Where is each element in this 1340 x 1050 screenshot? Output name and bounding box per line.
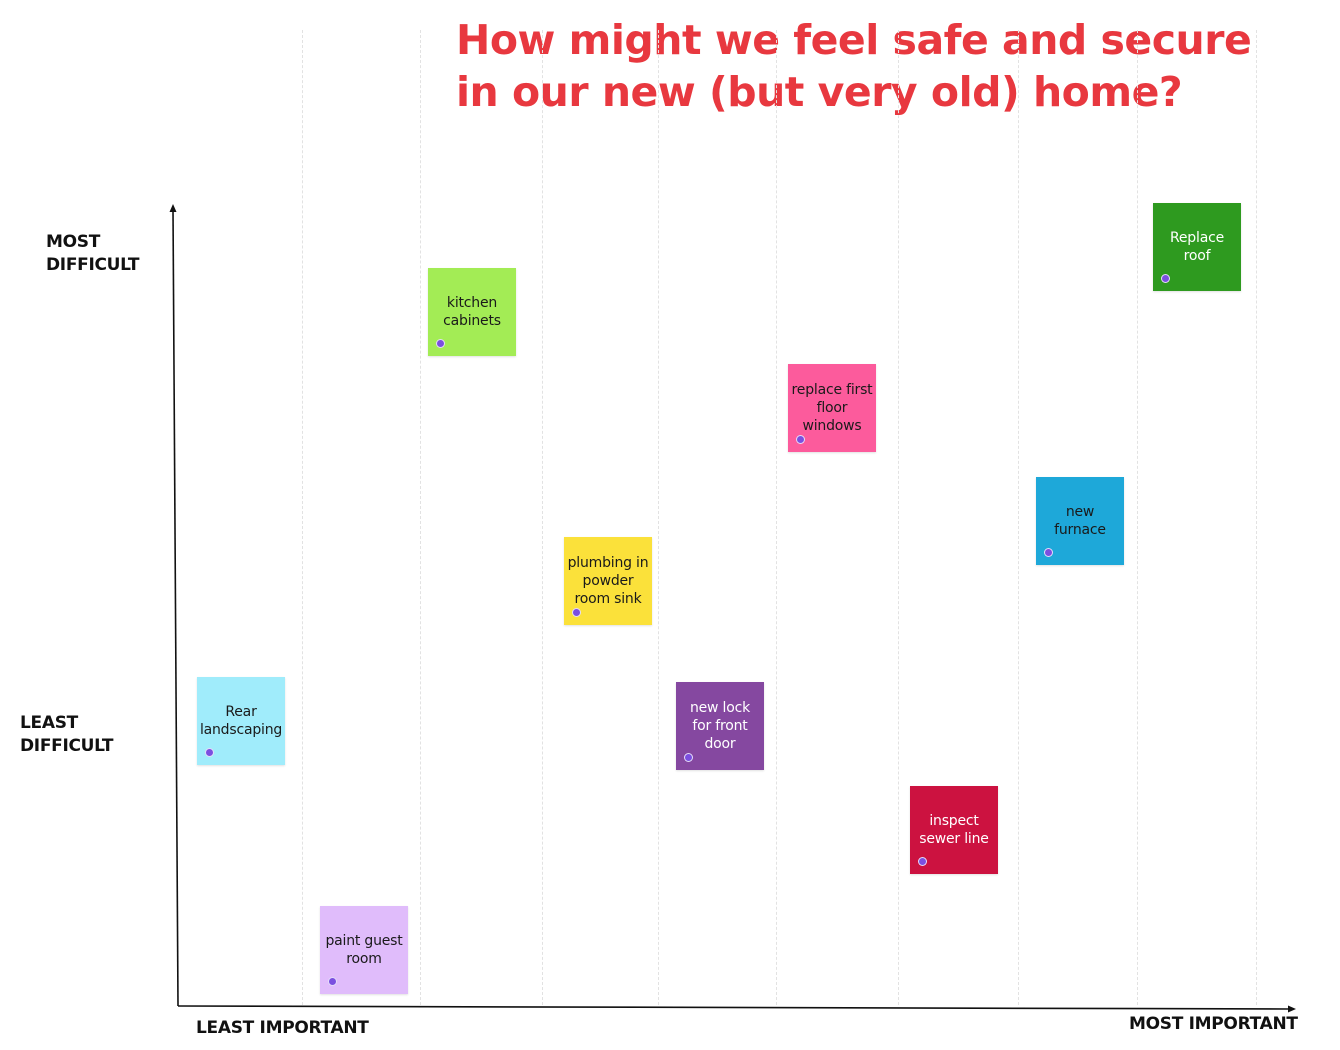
sticky-note-text: kitchen cabinets [443, 295, 501, 329]
grid-line [1018, 30, 1019, 1005]
board-title: How might we feel safe and secure in our… [456, 16, 1252, 116]
author-marker-icon [918, 857, 927, 866]
grid-line [776, 30, 777, 1005]
sticky-note-text: paint guest room [325, 933, 403, 967]
x-axis-left-label: LEAST IMPORTANT [196, 1018, 369, 1038]
sticky-note-new-furnace[interactable]: new furnace [1036, 477, 1124, 565]
grid-line [302, 30, 303, 1005]
sticky-note-replace-windows[interactable]: replace first floor windows [788, 364, 876, 452]
sticky-note-text: new lock for front door [689, 700, 751, 752]
grid-line [898, 30, 899, 1005]
sticky-note-front-door-lock[interactable]: new lock for front door [676, 682, 764, 770]
sticky-note-text: plumbing in powder room sink [567, 555, 649, 607]
y-axis-bottom-label: LEAST DIFFICULT [20, 713, 114, 756]
y-axis-arrowhead [169, 204, 177, 212]
author-marker-icon [205, 748, 214, 757]
x-axis-right-label: MOST IMPORTANT [1129, 1014, 1298, 1034]
sticky-note-replace-roof[interactable]: Replace roof [1153, 203, 1241, 291]
grid-line [658, 30, 659, 1005]
author-marker-icon [684, 753, 693, 762]
sticky-note-paint-guest-room[interactable]: paint guest room [320, 906, 408, 994]
sticky-note-text: Replace roof [1170, 230, 1224, 264]
author-marker-icon [436, 339, 445, 348]
sticky-note-kitchen-cabinets[interactable]: kitchen cabinets [428, 268, 516, 356]
sticky-note-rear-landscaping[interactable]: Rear landscaping [197, 677, 285, 765]
sticky-note-plumbing[interactable]: plumbing in powder room sink [564, 537, 652, 625]
grid-line [1256, 30, 1257, 1005]
x-axis-line [177, 1005, 1290, 1010]
author-marker-icon [328, 977, 337, 986]
sticky-note-sewer-line[interactable]: inspect sewer line [910, 786, 998, 874]
grid-line [1137, 30, 1138, 1005]
grid-line [542, 30, 543, 1005]
grid-line [420, 30, 421, 1005]
x-axis-arrowhead [1288, 1005, 1296, 1013]
sticky-note-text: replace first floor windows [791, 382, 873, 434]
sticky-note-text: inspect sewer line [919, 813, 989, 847]
author-marker-icon [1044, 548, 1053, 557]
author-marker-icon [796, 435, 805, 444]
author-marker-icon [1161, 274, 1170, 283]
sticky-note-text: Rear landscaping [199, 704, 283, 738]
sticky-note-text: new furnace [1054, 504, 1106, 538]
author-marker-icon [572, 608, 581, 617]
y-axis-line [172, 209, 179, 1007]
y-axis-top-label: MOST DIFFICULT [46, 232, 140, 275]
